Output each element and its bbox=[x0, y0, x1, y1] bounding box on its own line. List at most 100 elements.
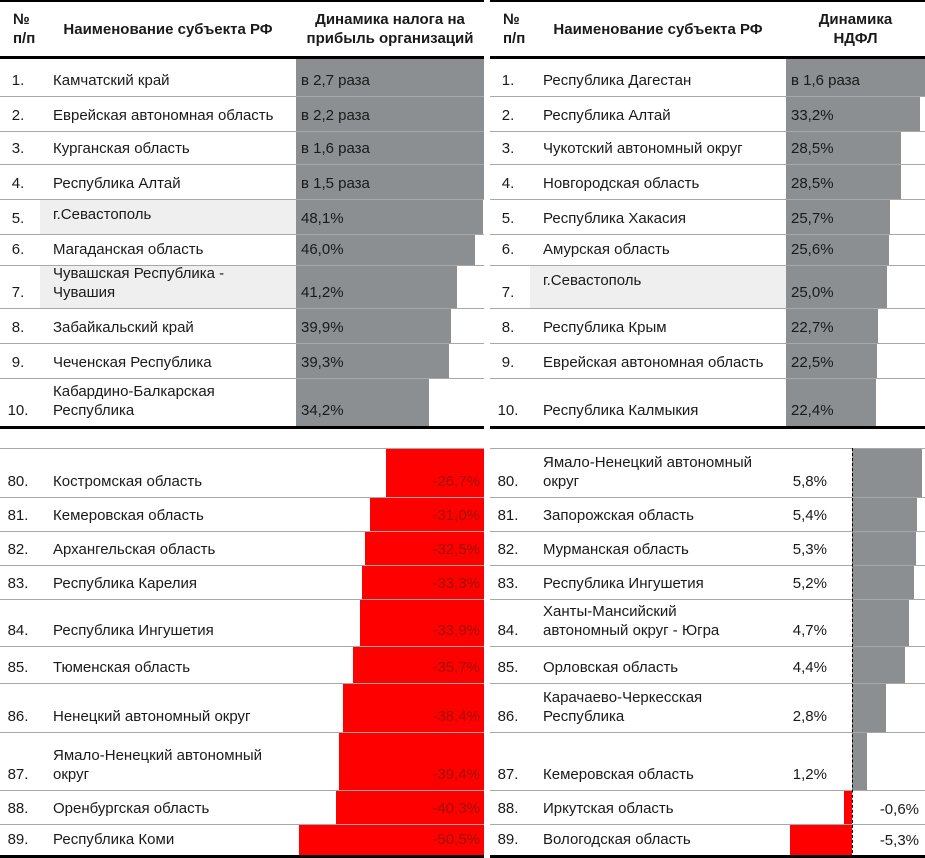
header-region: Наименование субъекта РФ bbox=[63, 20, 273, 38]
rank-cell: 87. bbox=[7, 766, 29, 783]
value-bar bbox=[852, 647, 905, 683]
region-name-cell: Кемеровская область bbox=[53, 507, 204, 524]
value-bar bbox=[852, 498, 917, 531]
value-bar: в 1,5 раза bbox=[296, 165, 484, 199]
value-bar bbox=[790, 825, 852, 855]
region-name-cell: Республика Ингушетия bbox=[543, 575, 704, 592]
table-row: 87. Ямало-Ненецкий автономный округ -39,… bbox=[0, 732, 484, 790]
table-row: 86. Ненецкий автономный округ -38,4% bbox=[0, 683, 484, 732]
region-name-cell: Оренбургская область bbox=[53, 800, 210, 817]
table-row: 84. Ханты-Мансийский автономный округ - … bbox=[490, 599, 925, 646]
bar-cell: 39,9% bbox=[296, 309, 484, 343]
rank-cell: 10. bbox=[7, 402, 29, 419]
region-name-cell: Новгородская область bbox=[543, 175, 700, 192]
table-row: 4. Республика Алтай в 1,5 раза bbox=[0, 164, 484, 199]
value-bar: -39,4% bbox=[339, 733, 484, 790]
region-name-cell: Архангельская область bbox=[53, 541, 216, 558]
region-name-cell: Чукотский автономный округ bbox=[543, 140, 743, 157]
table-row: 88. Оренбургская область -40,3% bbox=[0, 790, 484, 824]
table-row: 87. Кемеровская область 1,2% bbox=[490, 732, 925, 790]
table-row: 10. Республика Калмыкия 22,4% bbox=[490, 378, 925, 426]
bar-label: -40,3% bbox=[432, 800, 480, 817]
value-bar: 22,7% bbox=[786, 309, 878, 343]
rank-cell: 5. bbox=[11, 210, 25, 227]
profit-tax-bottom10-section: 80. Костромская область -26,7% 81. Кемер… bbox=[0, 448, 484, 858]
region-name-cell: Республика Карелия bbox=[53, 575, 197, 592]
bar-cell: -32,5% bbox=[296, 532, 484, 565]
bar-cell: 25,7% bbox=[786, 200, 925, 234]
table-row: 9. Еврейская автономная область 22,5% bbox=[490, 343, 925, 378]
value-bar: в 2,7 раза bbox=[296, 59, 484, 96]
value-bar: -35,7% bbox=[353, 647, 484, 683]
region-name-cell: г.Севастополь bbox=[40, 200, 296, 234]
region-name-cell: Республика Дагестан bbox=[543, 72, 692, 89]
bar-cell: 34,2% bbox=[296, 379, 484, 426]
bar-cell: -40,3% bbox=[296, 791, 484, 824]
value-bar: 28,5% bbox=[786, 165, 901, 199]
value-bar: в 2,2 раза bbox=[296, 97, 484, 131]
table-row: 2. Республика Алтай 33,2% bbox=[490, 96, 925, 131]
bar-cell: -35,7% bbox=[296, 647, 484, 683]
region-name-cell: Костромская область bbox=[53, 473, 203, 490]
rank-cell: 82. bbox=[497, 541, 519, 558]
rank-cell: 7. bbox=[501, 284, 515, 301]
region-name-cell: Магаданская область bbox=[53, 241, 204, 258]
table-row: 80. Костромская область -26,7% bbox=[0, 448, 484, 497]
region-name-cell: Республика Ингушетия bbox=[53, 622, 214, 639]
bar-label: -33,3% bbox=[432, 575, 480, 592]
bar-label: 33,2% bbox=[791, 107, 834, 124]
table-row: 81. Кемеровская область -31,0% bbox=[0, 497, 484, 531]
value-bar bbox=[852, 566, 914, 599]
region-name-cell: Забайкальский край bbox=[53, 319, 194, 336]
value-bar: 39,3% bbox=[296, 344, 449, 378]
bar-cell: в 1,5 раза bbox=[296, 165, 484, 199]
table-row: 5. Республика Хакасия 25,7% bbox=[490, 199, 925, 234]
rank-cell: 4. bbox=[11, 175, 25, 192]
bar-label: 46,0% bbox=[301, 241, 344, 258]
bar-cell: 28,5% bbox=[786, 165, 925, 199]
region-name-cell: Тюменская область bbox=[53, 659, 191, 676]
table-row: 80. Ямало-Ненецкий автономный округ 5,8% bbox=[490, 448, 925, 497]
ndfl-top10-section: № п/п Наименование субъекта РФ Динамика … bbox=[490, 0, 925, 429]
value-cell: 1,2% bbox=[792, 766, 827, 783]
table-row: 82. Архангельская область -32,5% bbox=[0, 531, 484, 565]
region-name-cell: г.Севастополь bbox=[530, 266, 786, 308]
rank-cell: 80. bbox=[497, 473, 519, 490]
region-name-cell: Еврейская автономная область bbox=[53, 107, 274, 124]
rank-cell: 10. bbox=[497, 402, 519, 419]
bar-cell: 39,3% bbox=[296, 344, 484, 378]
bar-label: 22,7% bbox=[791, 319, 834, 336]
bar-label: -35,7% bbox=[432, 659, 480, 676]
table-row: 6. Амурская область 25,6% bbox=[490, 234, 925, 265]
bar-cell: -38,4% bbox=[296, 684, 484, 732]
bar-label: в 2,2 раза bbox=[301, 107, 370, 124]
region-name-cell: Республика Калмыкия bbox=[543, 402, 699, 419]
value-bar: 25,0% bbox=[786, 266, 887, 308]
region-name-cell: Республика Коми bbox=[53, 831, 175, 848]
value-bar: -50,5% bbox=[299, 825, 484, 855]
region-name-cell: Республика Крым bbox=[543, 319, 667, 336]
value-cell: 2,8% bbox=[792, 708, 827, 725]
value-bar: 25,6% bbox=[786, 235, 889, 265]
table-row: 7. Чувашская Республика - Чувашия 41,2% bbox=[0, 265, 484, 308]
region-name-cell: Камчатский край bbox=[53, 72, 170, 89]
bar-cell: 28,5% bbox=[786, 132, 925, 164]
region-name-cell: Вологодская область bbox=[543, 831, 691, 848]
table-row: 83. Республика Карелия -33,3% bbox=[0, 565, 484, 599]
region-name-cell: Республика Алтай bbox=[543, 107, 671, 124]
value-bar bbox=[852, 600, 909, 646]
rank-cell: 85. bbox=[497, 659, 519, 676]
value-cell: 5,2% bbox=[792, 575, 827, 592]
table-row: 3. Курганская область в 1,6 раза bbox=[0, 131, 484, 164]
bar-label: в 1,6 раза bbox=[301, 140, 370, 157]
bar-label: 25,0% bbox=[791, 284, 834, 301]
bar-cell: 22,5% bbox=[786, 344, 925, 378]
bar-cell: 33,2% bbox=[786, 97, 925, 131]
region-name-cell: Кемеровская область bbox=[543, 766, 694, 783]
value-cell: 4,7% bbox=[792, 622, 827, 639]
rank-cell: 85. bbox=[7, 659, 29, 676]
region-name-cell: Иркутская область bbox=[543, 800, 674, 817]
table-row: 3. Чукотский автономный округ 28,5% bbox=[490, 131, 925, 164]
bar-cell: 22,4% bbox=[786, 379, 925, 426]
value-cell: 4,4% bbox=[792, 659, 827, 676]
